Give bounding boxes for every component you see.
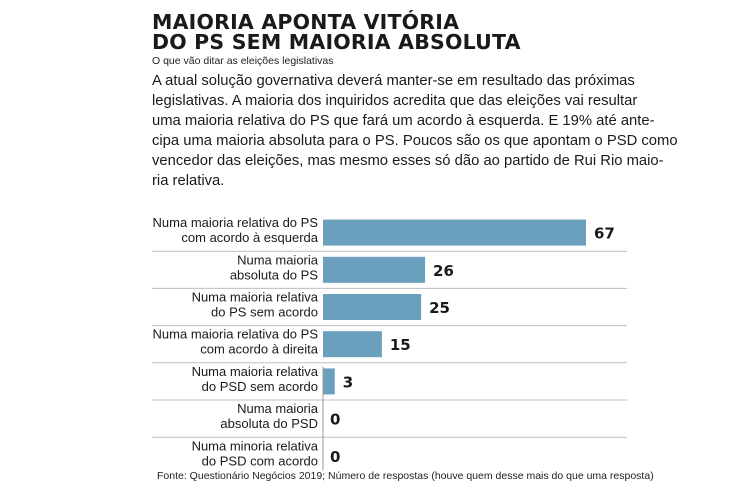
category-label: Numa minoria relativa [192, 438, 319, 453]
category-label: com acordo à direita [200, 342, 319, 357]
value-label: 26 [433, 262, 454, 280]
intro-line: ria relativa. [152, 173, 225, 189]
value-label: 25 [429, 299, 450, 317]
intro-paragraph: A atual solução governativa deverá mante… [152, 71, 678, 191]
headline-line-2: DO PS SEM MAIORIA ABSOLUTA [152, 30, 521, 54]
source-note: Fonte: Questionário Negócios 2019; Númer… [157, 470, 654, 482]
category-label: Numa maioria relativa [192, 290, 319, 305]
intro-line: A atual solução governativa deverá mante… [152, 73, 635, 89]
bar [323, 331, 382, 358]
subtitle: O que vão ditar as eleições legislativas [152, 55, 334, 67]
category-label: do PSD sem acordo [202, 379, 318, 394]
value-label: 15 [390, 336, 411, 354]
intro-line: cipa uma maioria absoluta para o PS. Pou… [152, 133, 678, 149]
category-label: Numa maioria relativa do PS [153, 327, 319, 342]
intro-line: legislativas. A maioria dos inquiridos a… [152, 93, 638, 109]
category-label: Numa maioria [237, 252, 319, 267]
category-label: do PS sem acordo [211, 305, 318, 320]
headline-line-1: MAIORIA APONTA VITÓRIA [152, 10, 460, 34]
category-label: absoluta do PSD [220, 416, 318, 431]
intro-line: vencedor das eleições, mas mesmo esses s… [152, 153, 664, 169]
value-label: 3 [343, 373, 353, 391]
value-label: 0 [330, 411, 340, 429]
category-label: Numa maioria [237, 401, 319, 416]
headline: MAIORIA APONTA VITÓRIA DO PS SEM MAIORIA… [152, 10, 622, 54]
category-label: absoluta do PS [230, 267, 319, 282]
value-label: 0 [330, 448, 340, 466]
category-label: com acordo à esquerda [181, 230, 318, 245]
category-label: do PSD com acordo [202, 453, 318, 468]
intro-line: uma maioria relativa do PS que fará um a… [152, 113, 655, 129]
bar [323, 219, 586, 246]
bar [323, 368, 335, 395]
value-label: 67 [594, 225, 615, 243]
category-label: Numa maioria relativa do PS [153, 215, 319, 230]
bar [323, 294, 422, 320]
bar [323, 256, 426, 283]
category-label: Numa maioria relativa [192, 364, 319, 379]
